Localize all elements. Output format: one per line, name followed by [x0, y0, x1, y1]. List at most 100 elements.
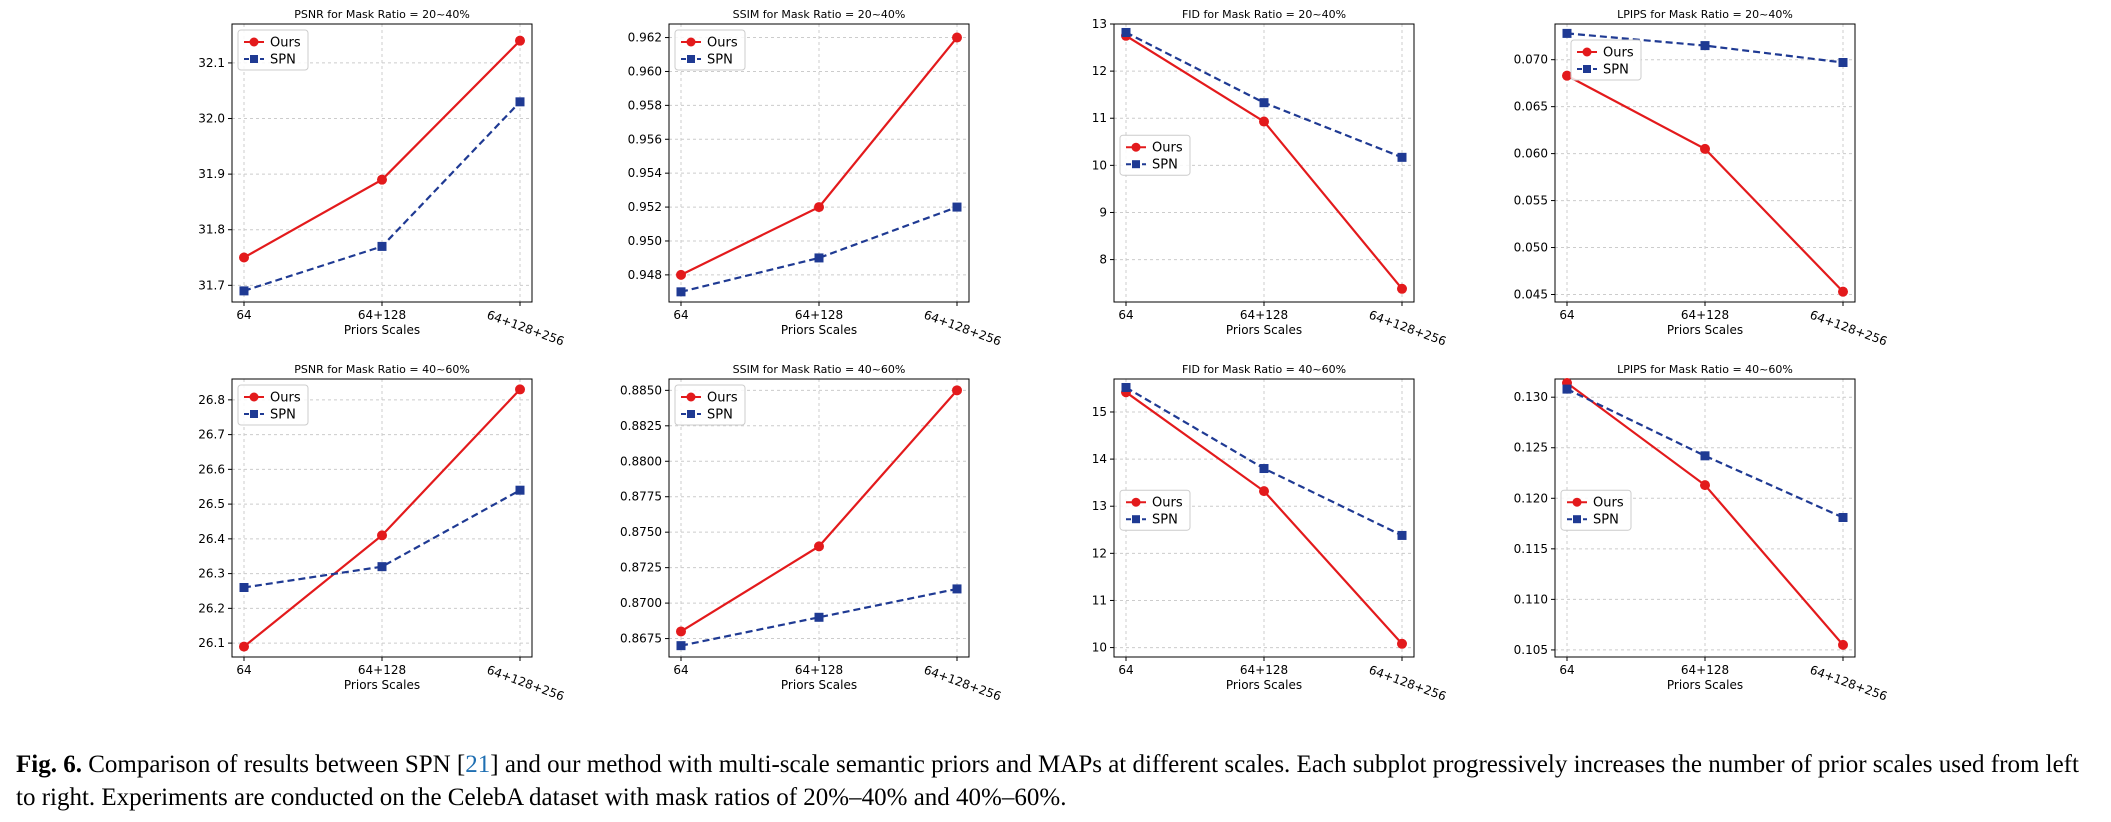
- data-point-spn: [814, 253, 824, 263]
- chart-title: SSIM for Mask Ratio = 20~40%: [733, 8, 906, 21]
- legend-label-spn: SPN: [270, 53, 296, 68]
- y-tick-label: 0.8675: [620, 632, 662, 646]
- data-point-ours: [515, 384, 525, 395]
- y-tick-label: 32.1: [198, 56, 225, 70]
- data-point-spn: [1121, 27, 1131, 37]
- plot-frame: [1113, 378, 1415, 658]
- legend-label-ours: Ours: [270, 36, 301, 51]
- data-point-spn: [377, 241, 387, 251]
- y-tick-label: 11: [1092, 111, 1107, 125]
- legend-label-spn: SPN: [707, 53, 733, 68]
- data-point-ours: [377, 174, 387, 185]
- y-tick-label: 11: [1092, 593, 1107, 607]
- series-line-spn: [1566, 388, 1844, 519]
- plot-frame: [668, 23, 970, 303]
- legend-label-spn: SPN: [1603, 63, 1629, 78]
- data-point-spn: [676, 641, 686, 651]
- legend-label-ours: Ours: [707, 391, 738, 406]
- y-tick-label: 31.8: [198, 223, 225, 237]
- y-tick-label: 26.2: [198, 601, 225, 615]
- chart-8: LPIPS for Mask Ratio = 40~60% 0.105 0.110 0…: [1514, 363, 1889, 702]
- x-tick-label: 64+128: [1681, 663, 1729, 677]
- legend-marker-spn: [1583, 65, 1591, 73]
- figure: PSNR for Mask Ratio = 20~40% 31.7 31.8 31.9…: [198, 8, 1889, 702]
- data-point-spn: [1121, 382, 1131, 392]
- y-tick-label: 26.8: [198, 393, 225, 407]
- x-tick-label: 64: [673, 308, 688, 322]
- chart-title: LPIPS for Mask Ratio = 40~60%: [1617, 363, 1793, 376]
- x-tick-label: 64+128+256: [1367, 663, 1448, 702]
- x-tick-label: 64+128: [1240, 663, 1288, 677]
- chart-title: FID for Mask Ratio = 40~60%: [1182, 363, 1346, 376]
- plot-frame: [1113, 23, 1415, 303]
- legend-label-ours: Ours: [1593, 496, 1624, 511]
- chart-2: SSIM for Mask Ratio = 20~40% 0.948 0.950 0.…: [628, 8, 1003, 347]
- x-axis-label: Priors Scales: [1667, 678, 1743, 692]
- y-tick-label: 15: [1092, 405, 1107, 419]
- x-axis-label: Priors Scales: [781, 323, 857, 337]
- caption-reference-link[interactable]: 21: [465, 751, 491, 778]
- data-point-ours: [239, 641, 249, 652]
- legend-marker-spn: [250, 55, 258, 63]
- x-tick-label: 64+128: [358, 663, 406, 677]
- y-tick-label: 0.8825: [620, 419, 662, 433]
- legend-label-ours: Ours: [1152, 141, 1183, 156]
- caption-label: Fig. 6.: [16, 751, 82, 778]
- legend-marker-spn: [687, 55, 695, 63]
- legend-marker-spn: [687, 410, 695, 418]
- data-point-ours: [814, 541, 824, 552]
- data-point-spn: [239, 286, 249, 296]
- x-tick-label: 64: [236, 663, 251, 677]
- y-tick-label: 0.125: [1514, 441, 1548, 455]
- data-point-ours: [952, 385, 962, 396]
- legend-marker-ours: [1572, 497, 1582, 507]
- data-point-ours: [1562, 70, 1572, 81]
- legend-marker-spn: [1573, 515, 1581, 524]
- y-tick-label: 0.045: [1514, 287, 1548, 301]
- y-tick-label: 0.8700: [620, 596, 662, 610]
- y-tick-label: 0.8775: [620, 490, 662, 504]
- legend-marker-spn: [1132, 160, 1140, 169]
- y-tick-label: 0.115: [1514, 542, 1548, 556]
- x-axis-label: Priors Scales: [781, 678, 857, 692]
- legend-marker-ours: [686, 392, 696, 402]
- data-point-ours: [676, 626, 686, 637]
- data-point-ours: [1259, 486, 1269, 497]
- legend-label-spn: SPN: [1152, 158, 1178, 173]
- y-tick-label: 0.8750: [620, 525, 662, 539]
- y-tick-label: 0.8850: [620, 383, 662, 397]
- data-point-spn: [1700, 41, 1710, 51]
- x-axis-label: Priors Scales: [344, 323, 420, 337]
- series-line-spn: [243, 101, 521, 292]
- legend-marker-ours: [686, 37, 696, 47]
- chart-title: SSIM for Mask Ratio = 40~60%: [733, 363, 906, 376]
- legend-label-spn: SPN: [1152, 513, 1178, 528]
- chart-title: LPIPS for Mask Ratio = 20~40%: [1617, 8, 1793, 21]
- figure-caption: Fig. 6. Comparison of results between SP…: [16, 748, 2096, 814]
- legend-label-spn: SPN: [707, 408, 733, 423]
- y-tick-label: 9: [1099, 205, 1107, 219]
- y-tick-label: 0.070: [1514, 53, 1548, 67]
- legend-label-ours: Ours: [270, 391, 301, 406]
- y-tick-label: 10: [1092, 641, 1107, 655]
- y-tick-label: 26.1: [198, 636, 225, 650]
- y-tick-label: 0.120: [1514, 491, 1548, 505]
- data-point-spn: [377, 562, 387, 572]
- y-tick-label: 13: [1092, 17, 1107, 31]
- legend-marker-ours: [249, 37, 259, 47]
- x-tick-label: 64: [1559, 663, 1574, 677]
- data-point-ours: [814, 202, 824, 213]
- y-tick-label: 12: [1092, 64, 1107, 78]
- data-point-spn: [952, 584, 962, 594]
- x-tick-label: 64: [236, 308, 251, 322]
- y-tick-label: 0.110: [1514, 592, 1548, 606]
- y-tick-label: 0.962: [628, 31, 662, 45]
- series-line-spn: [680, 206, 958, 293]
- data-point-ours: [377, 530, 387, 541]
- legend-label-ours: Ours: [1152, 496, 1183, 511]
- x-axis-label: Priors Scales: [344, 678, 420, 692]
- data-point-spn: [239, 583, 249, 592]
- caption-text-before-ref: Comparison of results between SPN [: [88, 751, 466, 778]
- chart-6: SSIM for Mask Ratio = 40~60% 0.8675 0.8700…: [620, 363, 1003, 702]
- y-tick-label: 0.950: [628, 234, 662, 248]
